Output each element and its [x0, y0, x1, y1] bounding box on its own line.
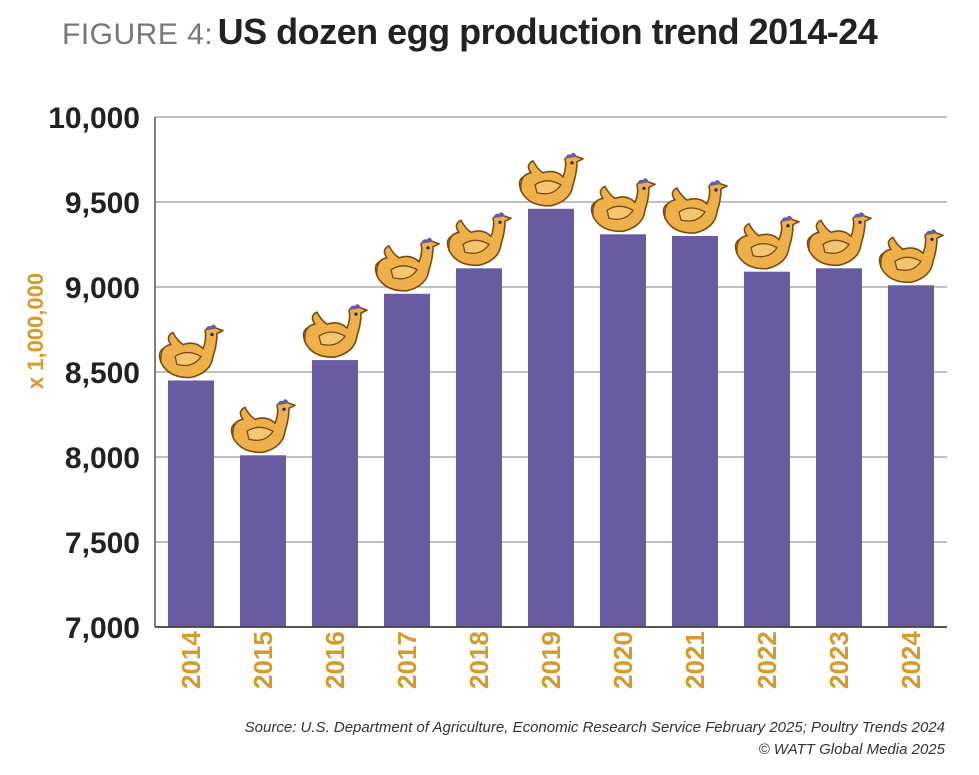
- y-axis-label: x 1,000,000: [23, 272, 48, 390]
- figure-label: FIGURE 4:: [62, 18, 214, 51]
- hen-icon: [734, 215, 800, 270]
- hen-icon: [446, 212, 512, 267]
- source-note: Source: U.S. Department of Agriculture, …: [245, 717, 945, 761]
- y-tick-label: 8,500: [65, 357, 140, 390]
- x-tick-label: 2015: [248, 631, 278, 689]
- bar: [816, 268, 862, 627]
- chart-title: FIGURE 4: US dozen egg production trend …: [62, 11, 878, 52]
- hen-icon: [158, 324, 224, 379]
- hen-icon: [230, 399, 296, 454]
- hen-icon: [374, 237, 440, 292]
- hen-icon: [518, 152, 584, 207]
- bar: [600, 234, 646, 628]
- copyright-text: © WATT Global Media 2025: [758, 741, 945, 758]
- bar: [888, 285, 934, 627]
- x-tick-label: 2020: [608, 631, 638, 689]
- x-tick-label: 2018: [464, 631, 494, 689]
- x-tick-label: 2022: [752, 631, 782, 689]
- chart-title-text: US dozen egg production trend 2014-24: [217, 11, 878, 52]
- hen-icon: [806, 212, 872, 267]
- bar: [672, 236, 718, 627]
- y-tick-label: 8,000: [65, 442, 140, 475]
- x-tick-label: 2017: [392, 631, 422, 689]
- x-tick-label: 2019: [536, 631, 566, 689]
- hen-icon: [662, 180, 728, 234]
- hen-icon: [590, 178, 656, 233]
- y-tick-label: 9,500: [65, 187, 140, 220]
- y-tick-label: 7,500: [65, 527, 140, 560]
- bar: [384, 293, 430, 627]
- bar: [744, 271, 790, 627]
- x-tick-label: 2016: [320, 631, 350, 689]
- x-tick-label: 2023: [824, 631, 854, 689]
- x-tick-label: 2024: [896, 631, 926, 689]
- bar: [456, 268, 502, 627]
- y-tick-label: 7,000: [65, 612, 140, 645]
- bar: [168, 380, 214, 627]
- x-tick-label: 2014: [176, 631, 206, 689]
- bar: [240, 455, 286, 627]
- y-tick-label: 9,000: [65, 272, 140, 305]
- hen-icon: [878, 229, 944, 284]
- bar: [528, 208, 574, 628]
- bar: [312, 360, 358, 627]
- source-text: Source: U.S. Department of Agriculture, …: [244, 719, 945, 736]
- y-tick-label: 10,000: [48, 102, 140, 135]
- x-tick-label: 2021: [680, 631, 710, 689]
- hen-icon: [302, 304, 368, 358]
